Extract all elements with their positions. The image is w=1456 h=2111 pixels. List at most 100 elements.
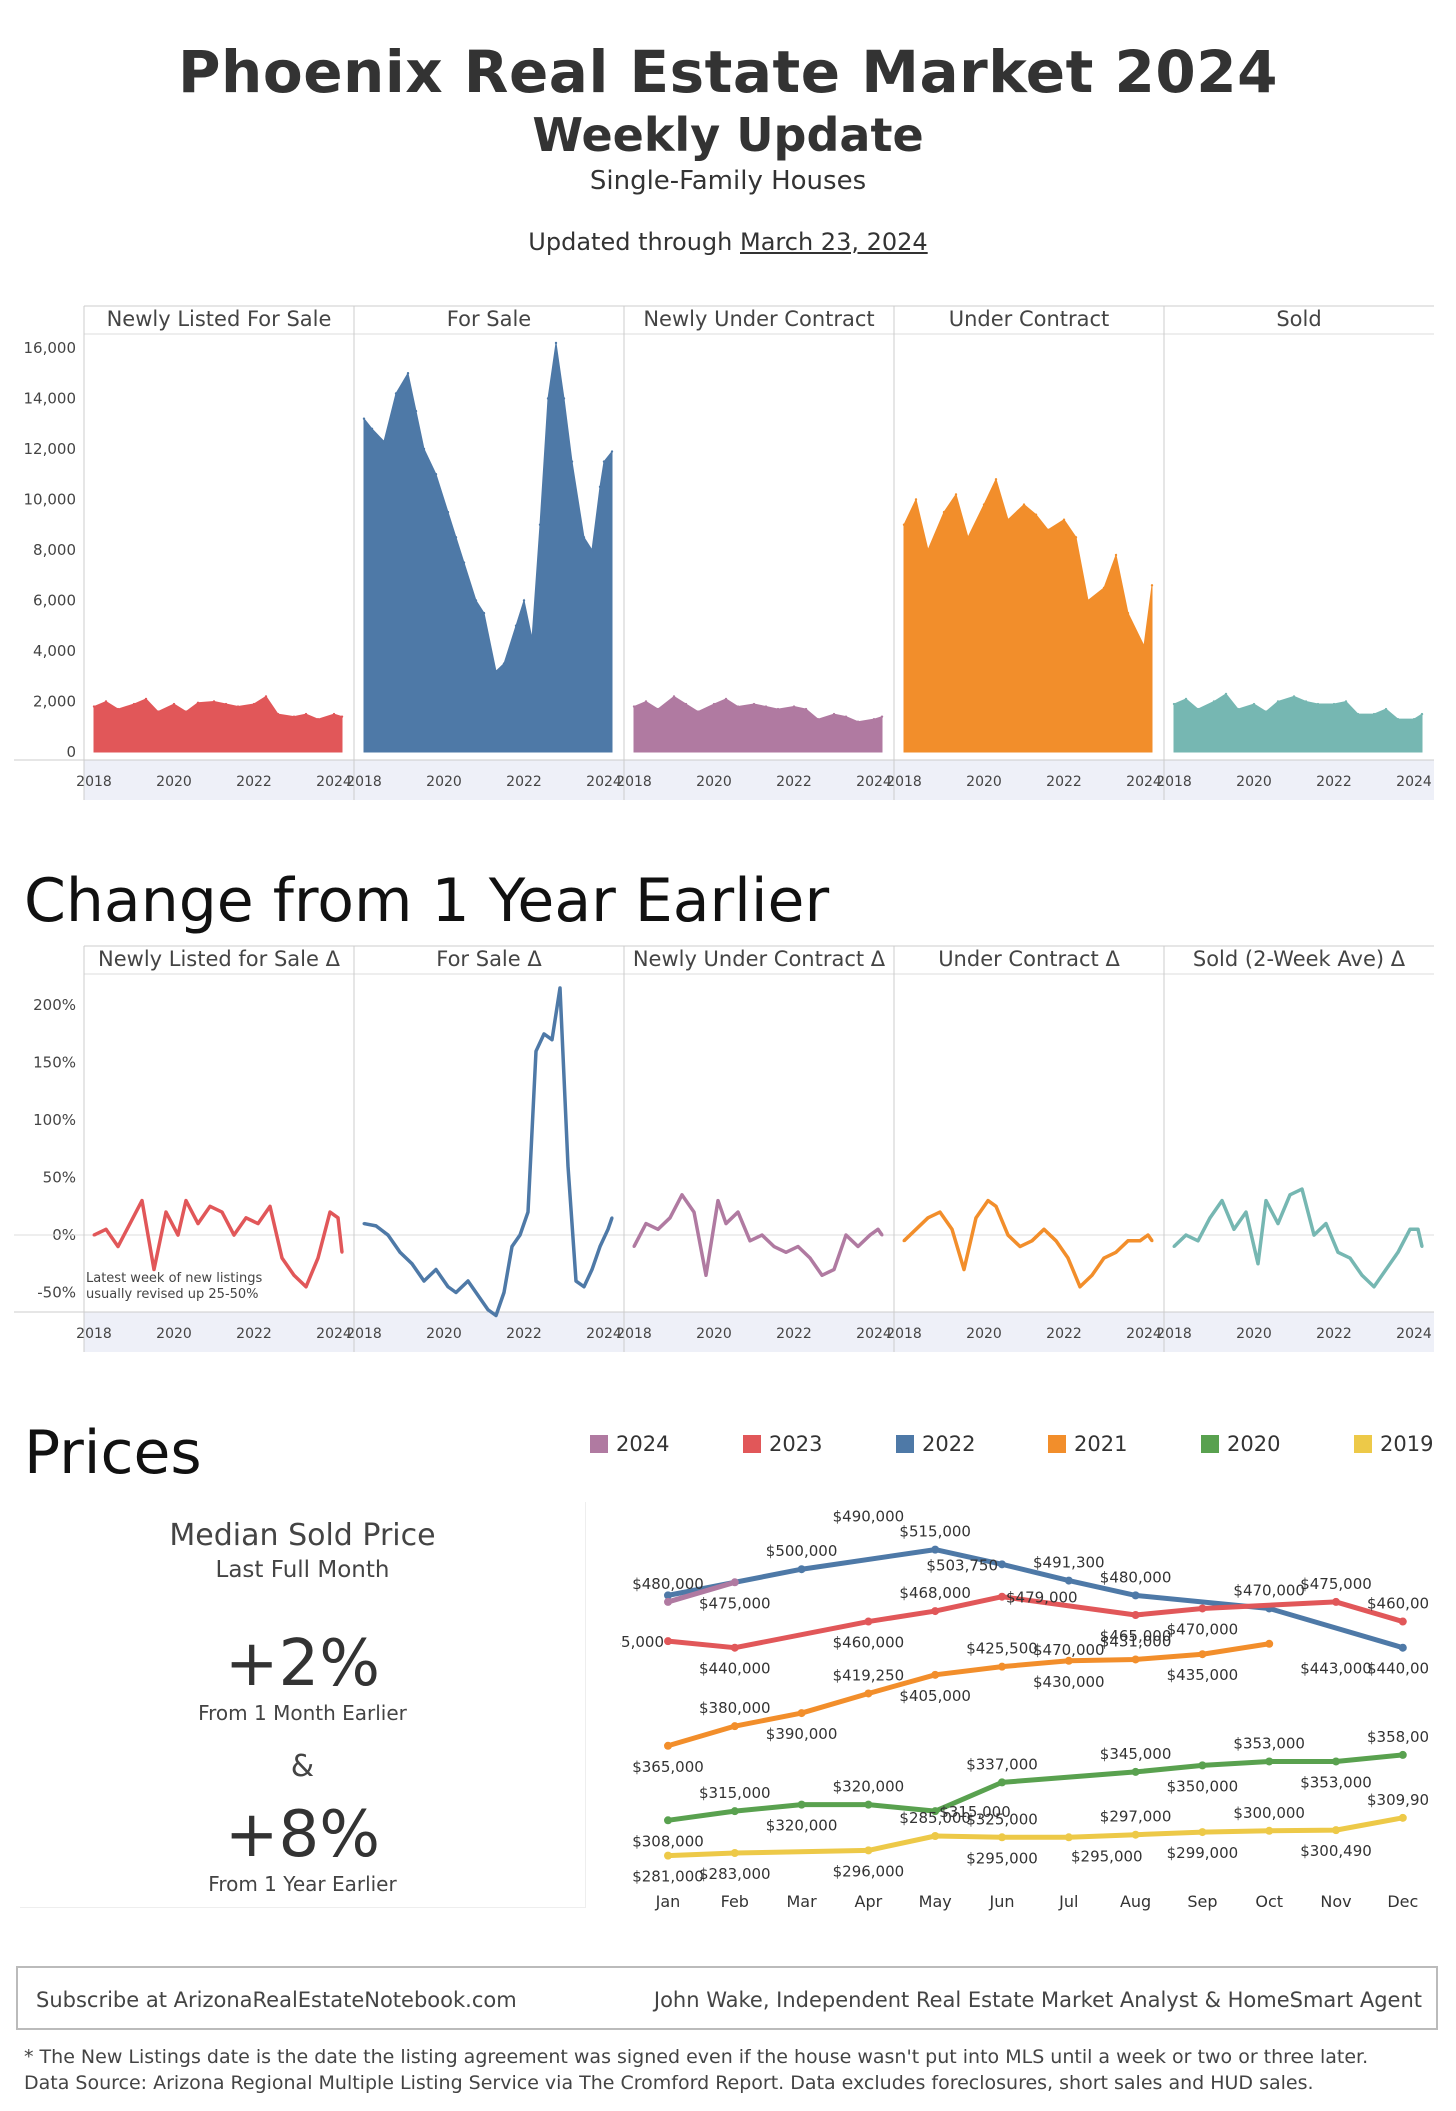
panel-title: For Sale Δ [436, 947, 542, 971]
data-point [434, 1268, 438, 1272]
data-point [598, 1245, 602, 1249]
data-point [844, 1233, 848, 1237]
data-point [1046, 528, 1050, 531]
data-point [704, 1273, 708, 1277]
data-point [1142, 644, 1146, 648]
x-axis-band [84, 1312, 1434, 1352]
data-point [1252, 702, 1256, 706]
data-point [268, 1204, 272, 1208]
price-point [664, 1741, 672, 1750]
price-data-label: $345,000 [1100, 1745, 1172, 1763]
updated-line: Updated through March 23, 2024 [0, 228, 1456, 256]
price-point [864, 1800, 873, 1809]
price-point [998, 1560, 1006, 1569]
price-data-label: $500,000 [766, 1542, 838, 1560]
x-tick-label: 2024 [586, 1326, 622, 1342]
data-point [1304, 700, 1308, 703]
data-point [1086, 599, 1090, 602]
data-point [538, 523, 542, 526]
price-data-label: $325,000 [966, 1810, 1038, 1828]
price-data-label: $435,000 [1167, 1666, 1239, 1684]
price-data-label: $480,000 [1100, 1568, 1172, 1586]
data-point [370, 427, 374, 430]
data-point [196, 701, 200, 704]
data-point [212, 700, 216, 703]
data-point [820, 1273, 824, 1277]
property-type: Single-Family Houses [589, 166, 867, 196]
revision-note: usually revised up 25-50% [86, 1287, 259, 1302]
x-tick-label: 2024 [1396, 774, 1432, 790]
price-data-label: $295,000 [1071, 1847, 1143, 1865]
data-point [152, 1268, 156, 1272]
data-point [374, 1224, 378, 1228]
y-tick-label: -50% [37, 1284, 76, 1302]
price-point [998, 1662, 1006, 1671]
data-point [1372, 712, 1376, 716]
data-point [844, 715, 848, 718]
updated-date-link[interactable]: March 23, 2024 [740, 228, 928, 256]
data-point [116, 1245, 120, 1249]
data-point [832, 1268, 836, 1272]
data-point [1356, 712, 1360, 716]
data-point [128, 1222, 132, 1226]
x-tick-label: 2024 [1396, 1326, 1432, 1342]
data-point [796, 1245, 800, 1249]
x-tick-label: 2020 [966, 1326, 1002, 1342]
price-point [931, 1545, 940, 1554]
data-point [1172, 1245, 1176, 1249]
price-data-label: $380,000 [699, 1699, 771, 1717]
data-point [712, 702, 716, 706]
data-point [856, 720, 860, 723]
data-point [872, 717, 876, 721]
data-point [950, 1227, 954, 1231]
month-label: Jul [1058, 1892, 1078, 1911]
price-data-label: $405,000 [899, 1687, 971, 1705]
data-point [656, 707, 660, 711]
data-point [1316, 702, 1320, 706]
price-data-label: $425,500 [966, 1640, 1038, 1658]
legend-item-2021: 2021 [1048, 1432, 1127, 1456]
data-point [542, 1032, 546, 1036]
data-point [574, 1279, 578, 1283]
footnote-new-listings: * The New Listings date is the date the … [24, 2046, 1369, 2068]
data-point [514, 624, 518, 627]
y-tick-label: 8,000 [33, 541, 76, 559]
data-point [1232, 1227, 1236, 1231]
data-point [446, 510, 450, 514]
data-point [1066, 1256, 1070, 1260]
data-point [92, 1233, 96, 1237]
month-label: Nov [1320, 1892, 1351, 1911]
price-line-2024 [665, 1579, 738, 1605]
subscribe-link[interactable]: Subscribe at ArizonaRealEstateNotebook.c… [36, 1988, 517, 2012]
x-tick-label: 2022 [236, 1326, 272, 1342]
data-point [1236, 707, 1240, 711]
x-tick-label: 2022 [1316, 774, 1352, 790]
x-tick-label: 2020 [156, 1326, 192, 1342]
panel-title: Under Contract [949, 307, 1110, 331]
data-point [224, 702, 228, 706]
x-tick-label: 2018 [76, 1326, 112, 1342]
price-point [664, 1597, 672, 1606]
data-point [784, 1250, 788, 1254]
price-point [931, 1807, 940, 1816]
data-point [454, 536, 458, 539]
legend-swatch [590, 1435, 608, 1453]
price-data-label: $353,000 [1300, 1773, 1372, 1791]
price-point [1265, 1757, 1274, 1766]
data-point [962, 1268, 966, 1272]
data-point [1288, 1193, 1292, 1197]
x-tick-label: 2020 [696, 1326, 732, 1342]
data-point [1384, 1268, 1388, 1272]
data-point [986, 1199, 990, 1203]
price-data-label: $445,000 [620, 1633, 664, 1651]
price-point [664, 1637, 672, 1646]
prices-chart: Jan Feb Mar Apr May Jun Jul Aug Sep Oct Nov Dec $480… [620, 1508, 1430, 1911]
month-label: Jan [655, 1892, 681, 1911]
month-label: Feb [721, 1892, 749, 1911]
data-point [518, 1233, 522, 1237]
data-point [132, 702, 136, 706]
data-point [1018, 1245, 1022, 1249]
price-point [1265, 1826, 1274, 1835]
data-point [1146, 1233, 1150, 1237]
data-point [398, 1250, 402, 1254]
